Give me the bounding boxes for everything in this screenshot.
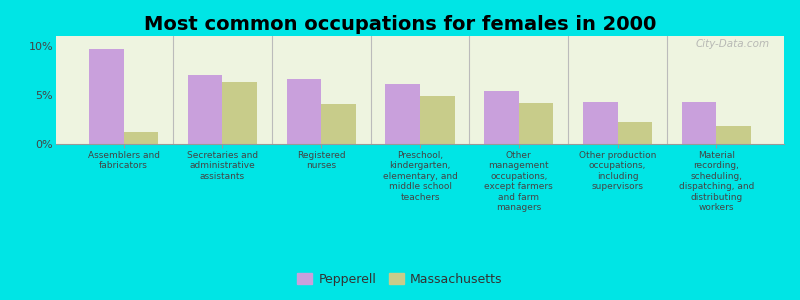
Bar [484,91,518,144]
Text: Most common occupations for females in 2000: Most common occupations for females in 2… [144,15,656,34]
Bar [286,79,322,144]
Text: City-Data.com: City-Data.com [695,39,770,49]
Bar [89,49,124,144]
Bar [682,102,716,144]
Bar [518,103,554,144]
Bar [716,126,751,144]
Bar [618,122,652,144]
Bar [222,82,257,144]
Bar [188,75,222,144]
Bar [583,102,618,144]
Bar [124,132,158,144]
Bar [420,96,454,144]
Bar [322,104,356,144]
Bar [386,84,420,144]
Legend: Pepperell, Massachusetts: Pepperell, Massachusetts [292,268,508,291]
